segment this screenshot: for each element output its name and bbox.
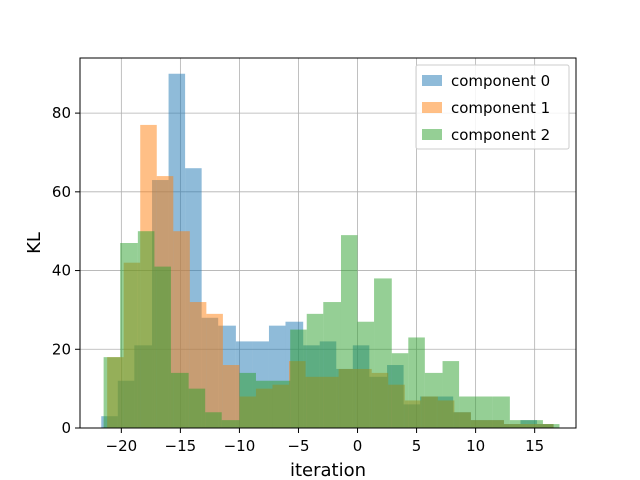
x-tick-label: 5 [412, 437, 422, 455]
histogram-bar [137, 231, 155, 428]
x-tick-label: −20 [106, 437, 138, 455]
histogram-bar [526, 420, 543, 428]
histogram-bar [459, 396, 476, 428]
series-2-bars [103, 231, 560, 428]
legend-label: component 2 [451, 126, 550, 144]
histogram-bar [170, 372, 189, 428]
histogram-bar [103, 357, 121, 428]
x-tick-label: 10 [466, 437, 485, 455]
histogram-bar [239, 372, 256, 428]
legend-swatch [422, 102, 442, 113]
x-tick-label: 15 [525, 437, 544, 455]
legend-swatch [422, 75, 442, 86]
y-tick-label: 80 [52, 104, 71, 122]
histogram-bar [442, 361, 460, 428]
legend-label: component 0 [451, 72, 550, 90]
histogram-bar [221, 420, 240, 428]
histogram-bar [374, 278, 392, 428]
histogram-bar [255, 380, 273, 428]
x-tick-label: −15 [165, 437, 197, 455]
x-tick-label: −5 [287, 437, 309, 455]
x-tick-label: −10 [224, 437, 256, 455]
histogram-bar [408, 337, 425, 428]
x-tick-label: 0 [353, 437, 363, 455]
plot-frame [79, 57, 577, 429]
histogram-bar [542, 424, 560, 428]
histogram-bar [509, 420, 527, 428]
histogram-bar [290, 329, 307, 428]
legend-swatch [422, 129, 442, 140]
histogram-bar [492, 396, 510, 428]
histogram-bar [323, 302, 341, 428]
histogram-bar [120, 243, 138, 428]
histogram-bar [306, 313, 324, 428]
histogram-bar [357, 321, 375, 428]
y-tick-label: 20 [52, 340, 71, 358]
histogram-bars [101, 73, 560, 429]
legend-label: component 1 [451, 99, 550, 117]
histogram-bar [475, 396, 493, 428]
axis-ticks: −20 −15 −10 −5 0 5 10 15 0 20 40 60 80 [52, 104, 544, 455]
x-axis-label: iteration [290, 460, 366, 480]
legend: component 0 component 1 component 2 [415, 64, 570, 150]
histogram-bar [340, 235, 358, 428]
histogram-bar [206, 313, 223, 428]
legend-box [415, 64, 570, 150]
histogram-bar [154, 266, 171, 428]
y-tick-label: 0 [61, 419, 71, 437]
y-tick-label: 60 [52, 183, 71, 201]
histogram-bar [222, 365, 240, 428]
histogram-bar [272, 380, 291, 428]
histogram-bar [205, 412, 222, 428]
histogram-bar [391, 353, 409, 428]
y-tick-label: 40 [52, 262, 71, 280]
y-axis-label: KL [24, 232, 45, 254]
histogram-bar [188, 388, 206, 428]
histogram-bar [424, 372, 443, 428]
